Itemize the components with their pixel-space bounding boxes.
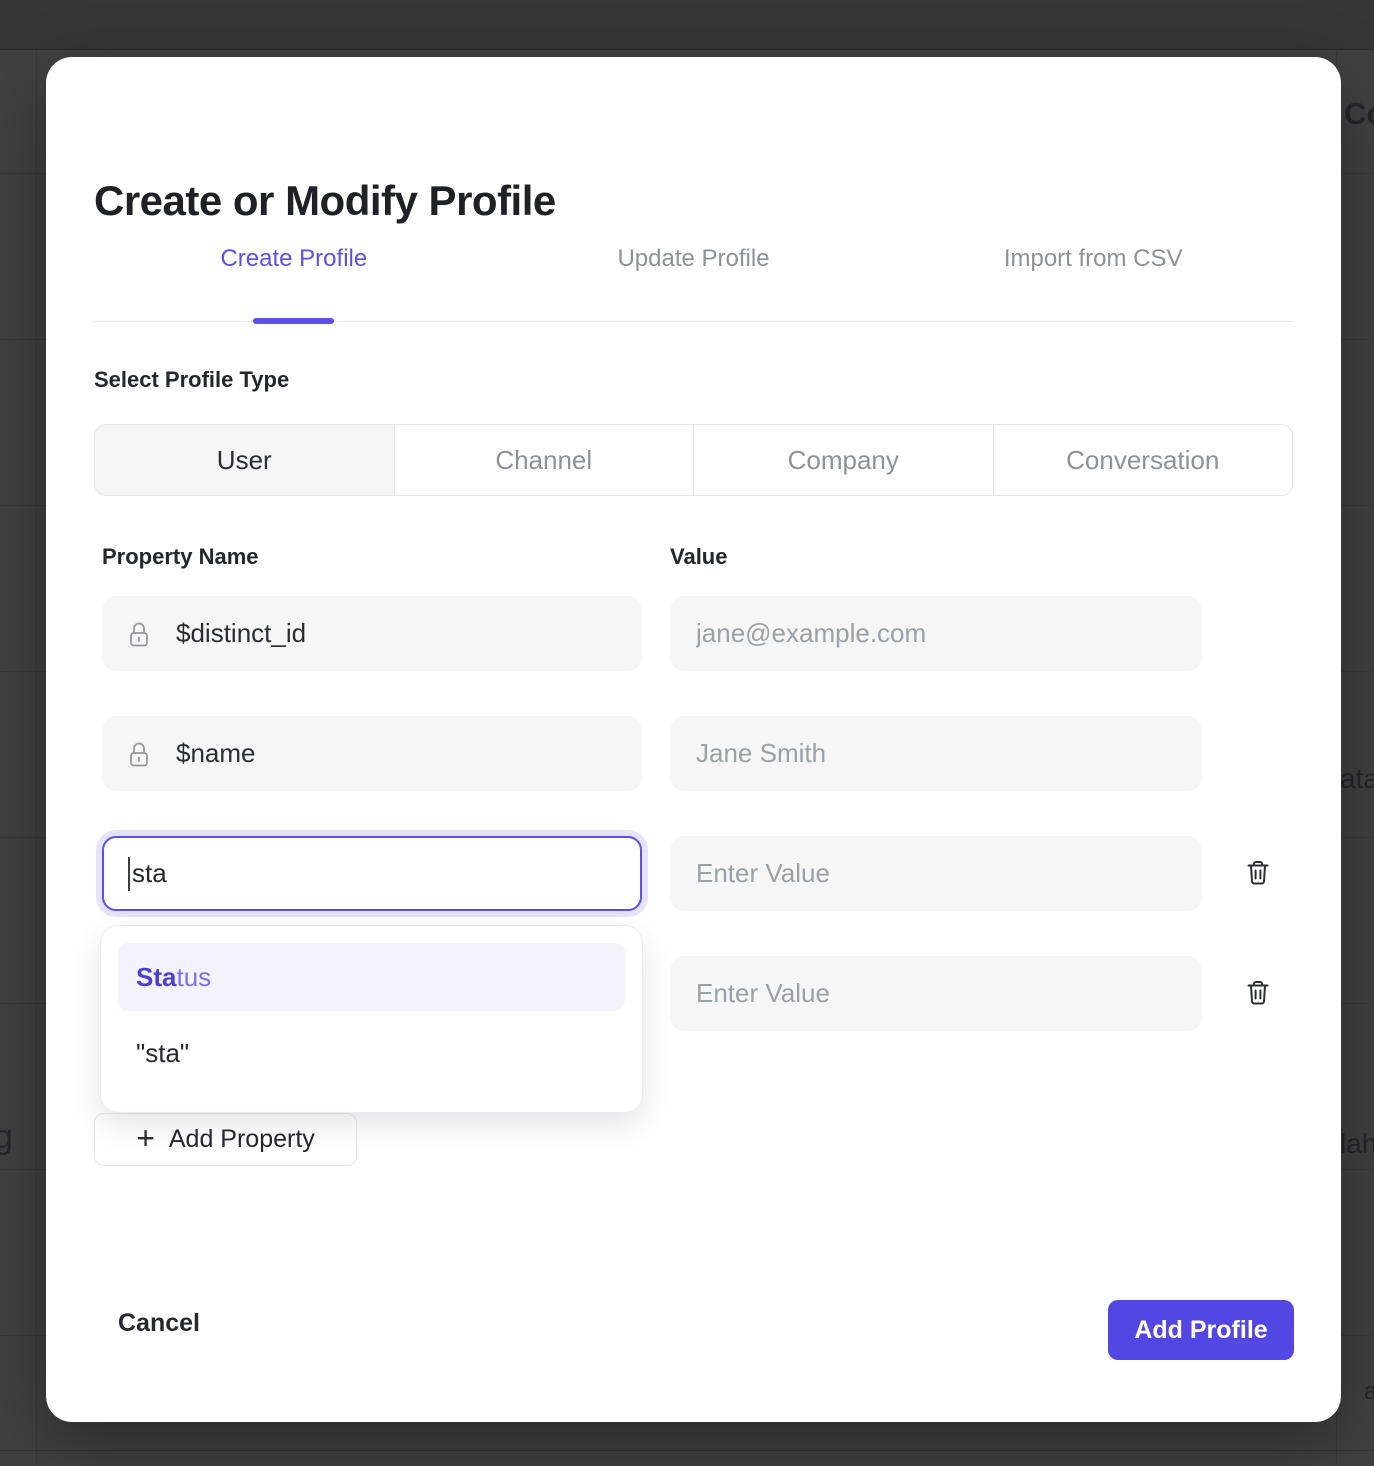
trash-icon [1247, 981, 1269, 1005]
property-name-text: $name [176, 738, 256, 768]
property-name-column-header: Property Name [102, 544, 259, 569]
profile-type-user[interactable]: User [95, 425, 395, 495]
background-text-fragment: a [1364, 1378, 1374, 1405]
tab-import-from-csv[interactable]: Import from CSV [1003, 245, 1183, 272]
autocomplete-rest-text: tus [176, 961, 212, 992]
value-input-distinct-id[interactable] [670, 596, 1202, 671]
property-field-distinct-id: $distinct_id [102, 596, 642, 671]
property-input-text: sta [132, 858, 167, 888]
add-profile-button[interactable]: Add Profile [1108, 1300, 1294, 1360]
plus-icon: + [136, 1120, 155, 1156]
dialog-tabs: Create Profile Update Profile Import fro… [94, 245, 1293, 281]
property-field-name: $name [102, 716, 642, 791]
value-input-row4[interactable] [670, 956, 1202, 1031]
autocomplete-match-text: Sta [136, 961, 177, 992]
profile-type-channel[interactable]: Channel [394, 425, 694, 495]
background-text-fragment: lah [1340, 1128, 1374, 1159]
background-topbar [0, 0, 1374, 50]
background-table-line [36, 50, 37, 1466]
add-property-button[interactable]: + Add Property [94, 1113, 357, 1166]
background-table-line [0, 1450, 1374, 1451]
autocomplete-option-status[interactable]: Sta tus [118, 943, 625, 1011]
cancel-button[interactable]: Cancel [118, 1309, 200, 1337]
property-autocomplete-dropdown: Sta tus "sta" [100, 925, 643, 1113]
profile-type-conversation[interactable]: Conversation [993, 425, 1292, 495]
autocomplete-option-raw[interactable]: "sta" [136, 1037, 190, 1068]
delete-row-button[interactable] [1238, 853, 1278, 893]
property-name-text: $distinct_id [176, 618, 307, 648]
background-text-fragment: ata [1340, 763, 1374, 794]
create-or-modify-profile-dialog: Create or Modify Profile Create Profile … [46, 57, 1341, 1422]
lock-icon [126, 620, 152, 648]
value-column-header: Value [670, 544, 728, 569]
profile-type-company[interactable]: Company [694, 425, 994, 495]
value-input-row3[interactable] [670, 836, 1202, 911]
delete-row-button[interactable] [1238, 973, 1278, 1013]
tab-create-profile[interactable]: Create Profile [220, 245, 368, 272]
tab-update-profile[interactable]: Update Profile [617, 245, 770, 272]
property-name-input-focused[interactable]: sta [102, 836, 642, 911]
select-profile-type-label: Select Profile Type [94, 367, 290, 392]
tabs-divider [94, 321, 1293, 322]
background-text-fragment: g [0, 1118, 13, 1156]
lock-icon [126, 740, 152, 768]
add-property-label: Add Property [168, 1125, 315, 1153]
trash-icon [1247, 861, 1269, 885]
background-text-fragment: Col [1344, 96, 1374, 131]
dialog-title: Create or Modify Profile [94, 177, 556, 224]
text-cursor [128, 856, 130, 891]
profile-type-segmented-control: User Channel Company Conversation [94, 424, 1293, 496]
active-tab-indicator [253, 318, 334, 324]
value-input-name[interactable] [670, 716, 1202, 791]
